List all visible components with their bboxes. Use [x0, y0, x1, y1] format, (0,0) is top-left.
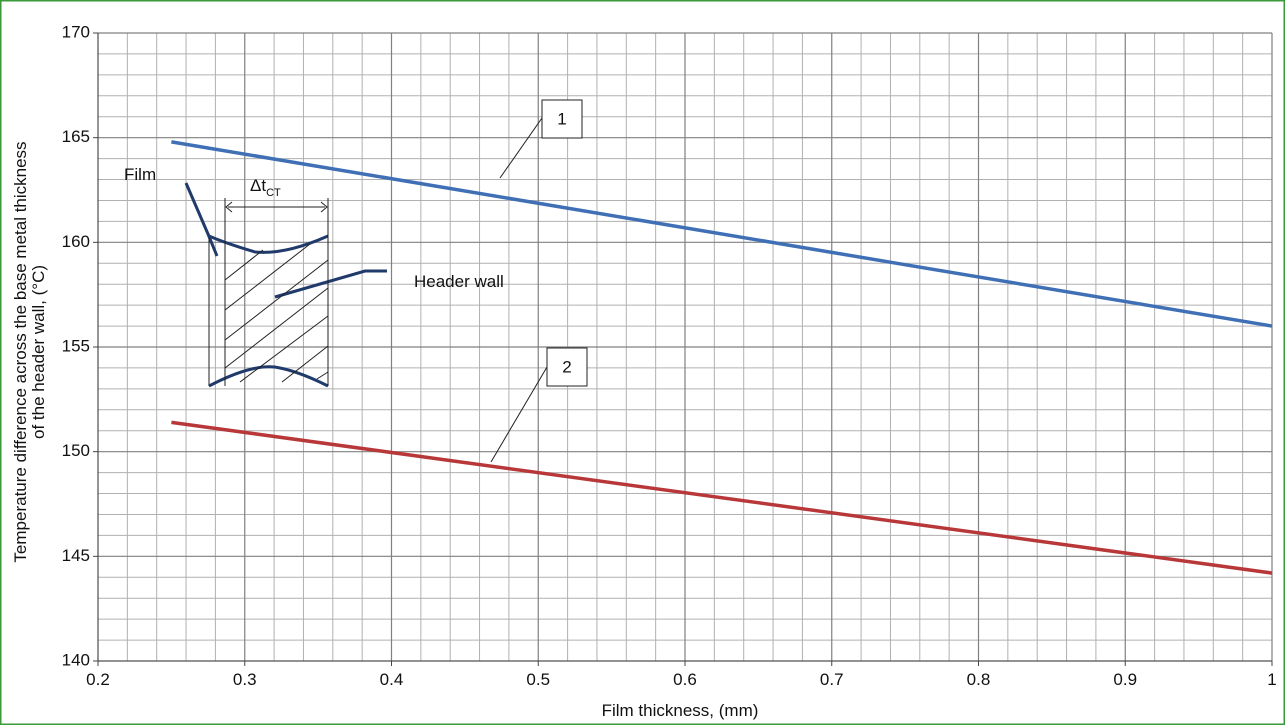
y-tick-label: 160 — [62, 232, 90, 251]
leader-line — [490, 366, 548, 463]
y-tick-label: 170 — [62, 22, 90, 41]
annotation: Δt — [250, 176, 266, 195]
data-line — [171, 420, 1273, 575]
leader-line — [499, 117, 543, 179]
y-tick-label: 155 — [62, 336, 90, 355]
annotation: Film — [124, 165, 156, 184]
annotation: CT — [266, 187, 281, 199]
y-axis-title: of the header wall, (°C) — [29, 265, 48, 439]
y-tick-label: 165 — [62, 127, 90, 146]
x-tick-label: 0.5 — [526, 670, 550, 689]
annotation: ΔtCT — [250, 176, 281, 199]
x-tick-label: 0.2 — [86, 670, 110, 689]
y-tick-label: 140 — [62, 650, 90, 669]
x-tick-label: 0.8 — [967, 670, 991, 689]
x-tick-label: 0.9 — [1113, 670, 1137, 689]
inset-diagram — [184, 182, 387, 388]
annotation: Header wall — [414, 272, 504, 291]
series-label: 1 — [557, 109, 566, 128]
series-label: 2 — [562, 357, 571, 376]
data-line — [171, 140, 1273, 328]
label-box — [541, 99, 583, 139]
x-tick-label: 0.3 — [233, 670, 257, 689]
x-axis-title: Film thickness, (mm) — [602, 701, 759, 720]
x-tick-label: 0.7 — [820, 670, 844, 689]
x-tick-label: 1 — [1267, 670, 1276, 689]
grid — [97, 32, 1273, 662]
x-tick-label: 0.4 — [380, 670, 404, 689]
y-tick-label: 150 — [62, 441, 90, 460]
y-tick-label: 145 — [62, 546, 90, 565]
y-axis-title: Temperature difference across the base m… — [11, 141, 30, 562]
x-tick-label: 0.6 — [673, 670, 697, 689]
label-box — [546, 347, 588, 387]
